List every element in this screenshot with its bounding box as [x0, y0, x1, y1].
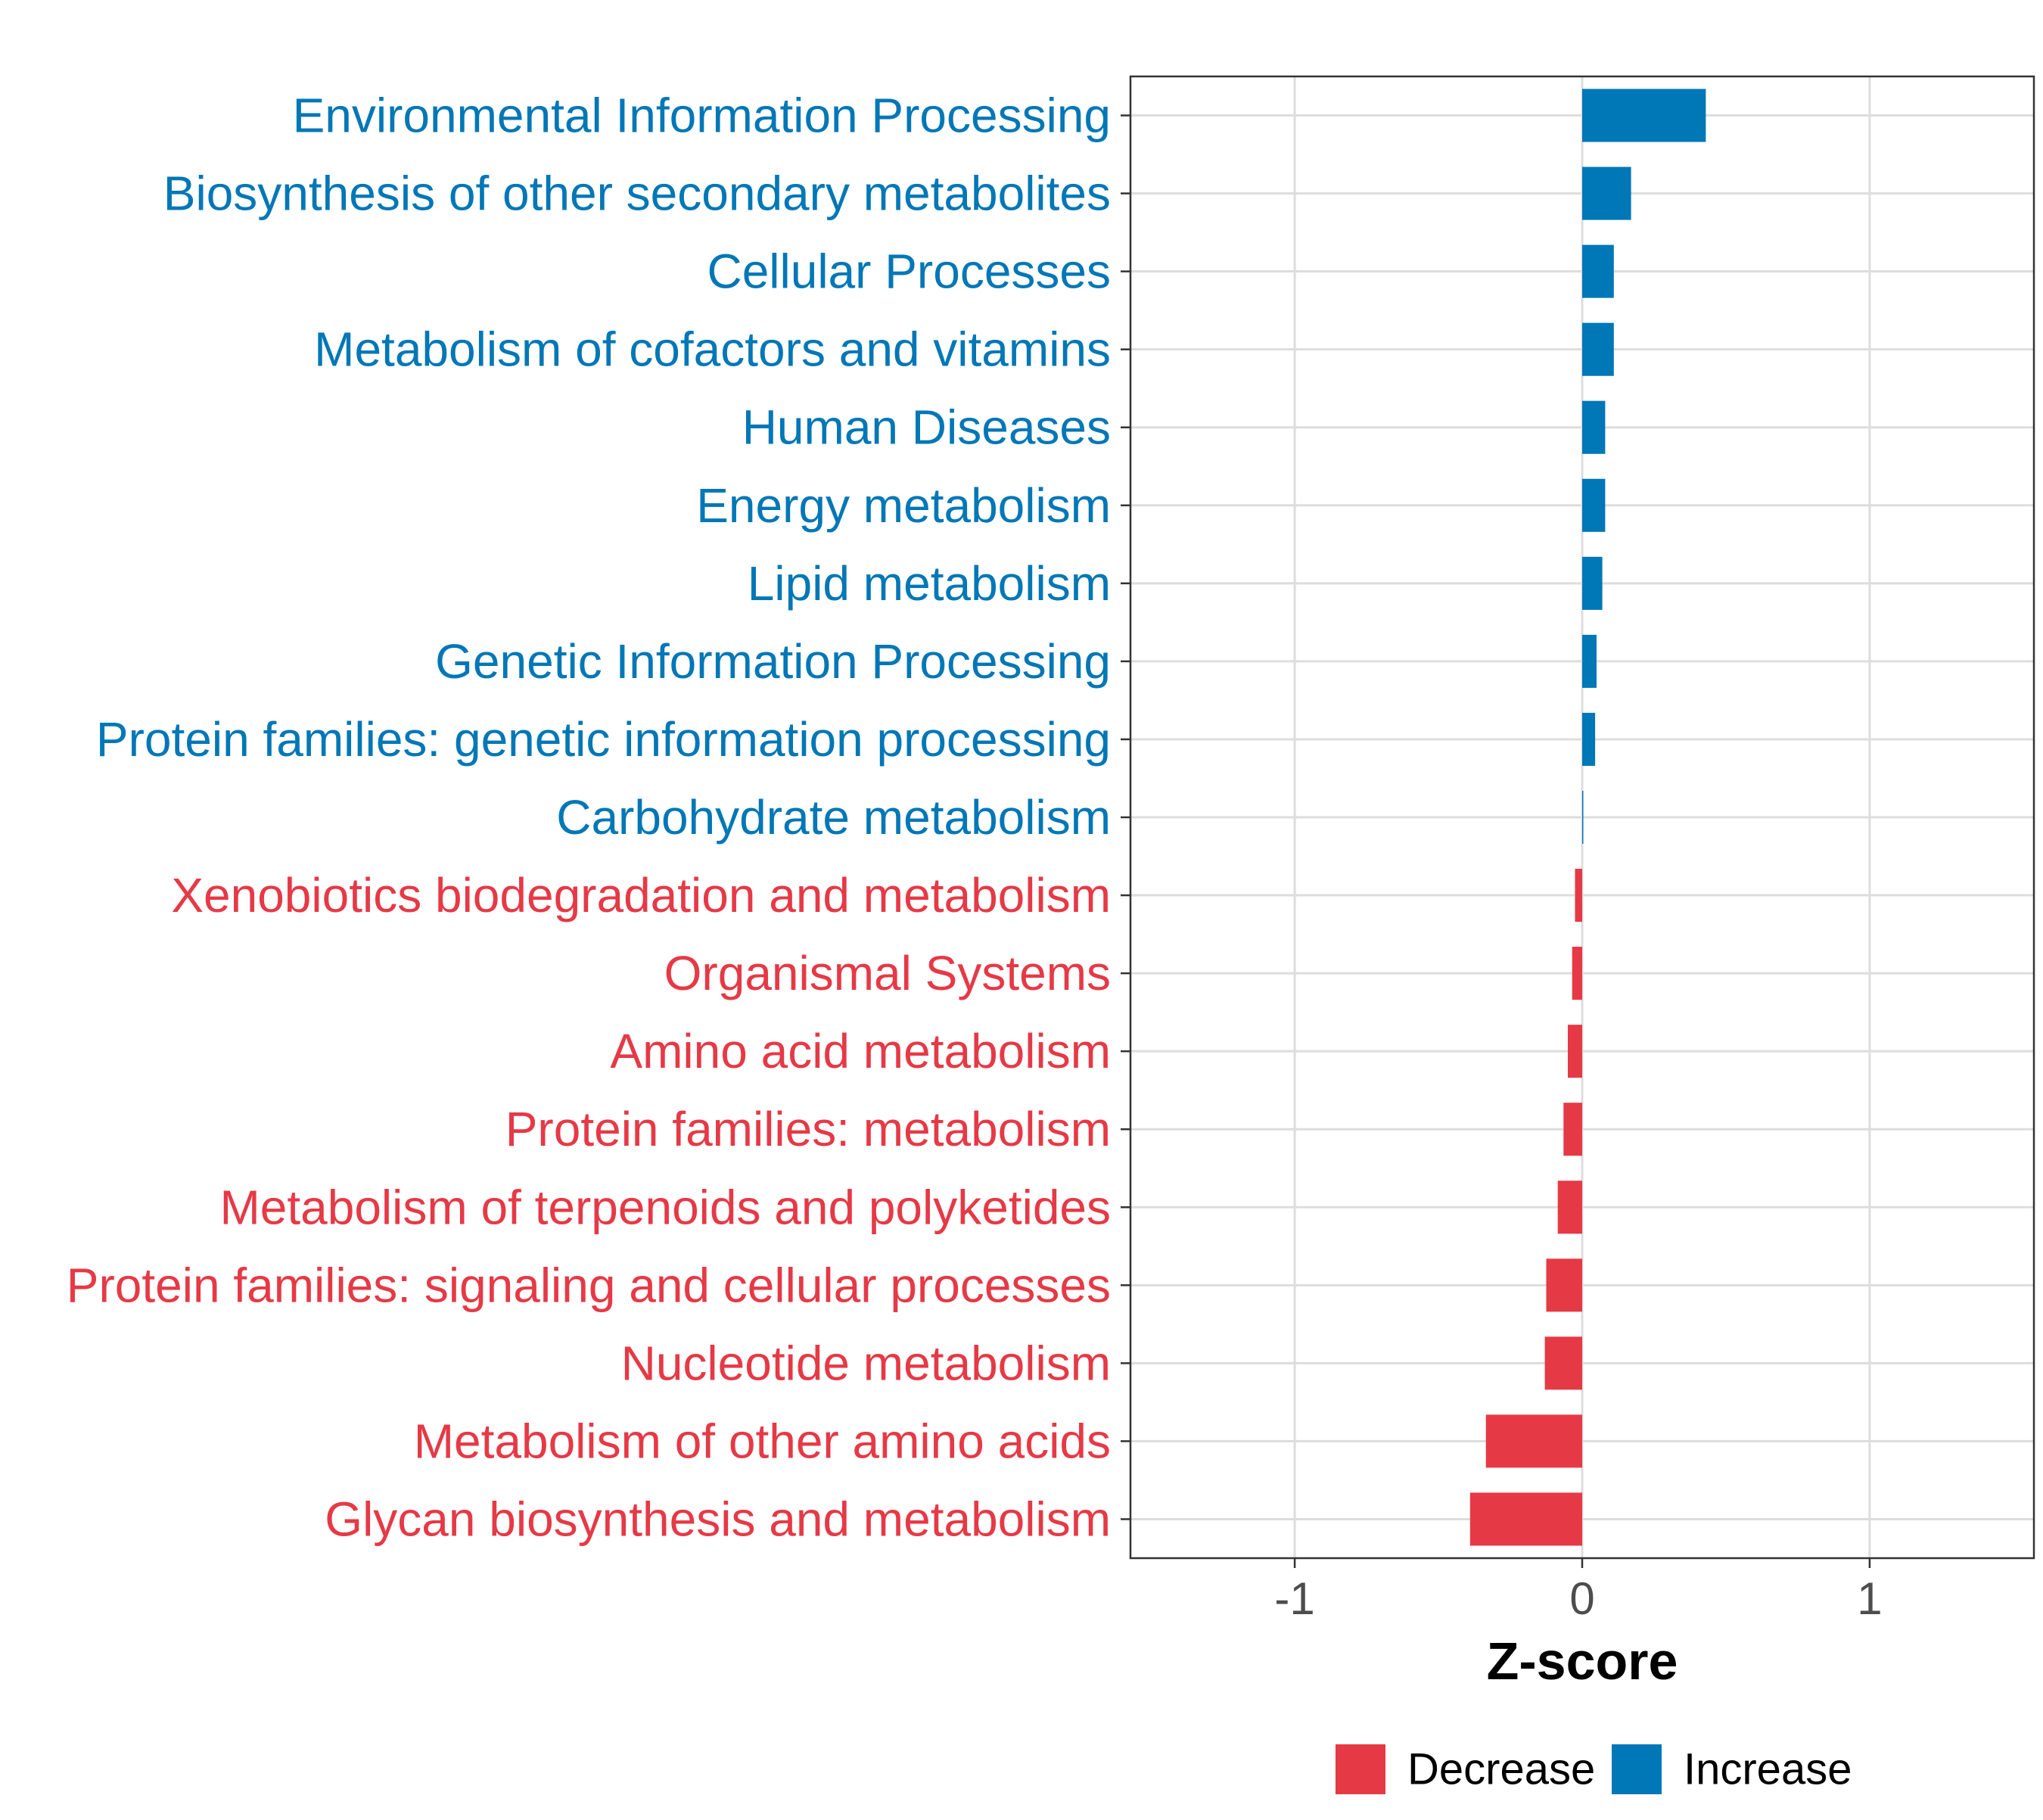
bar-12: [1568, 1025, 1582, 1078]
bar-3: [1582, 322, 1614, 376]
bar-1: [1582, 166, 1631, 220]
bar-14: [1557, 1181, 1582, 1234]
x-axis-title: Z-score: [1487, 1632, 1678, 1691]
bar-9: [1582, 790, 1584, 845]
y-axis-label-9: Carbohydrate metabolism: [556, 790, 1111, 845]
y-axis-label-12: Amino acid metabolism: [610, 1024, 1111, 1078]
bar-18: [1469, 1492, 1582, 1546]
x-tick-label-2: 1: [1857, 1573, 1882, 1624]
bar-10: [1575, 869, 1582, 922]
bar-6: [1582, 556, 1603, 610]
y-axis-label-16: Nucleotide metabolism: [621, 1336, 1111, 1390]
legend-label-decrease: Decrease: [1407, 1745, 1595, 1794]
y-axis-label-15: Protein families: signaling and cellular…: [67, 1258, 1111, 1312]
bar-11: [1572, 947, 1582, 1000]
x-axis: -1 0 1: [1274, 1558, 1883, 1624]
y-axis-label-3: Metabolism of cofactors and vitamins: [314, 322, 1111, 377]
bar-7: [1582, 634, 1597, 688]
bar-13: [1563, 1103, 1582, 1156]
y-axis-label-6: Lipid metabolism: [748, 556, 1111, 611]
legend-swatch-decrease: [1336, 1744, 1385, 1794]
legend: Decrease Increase: [1336, 1744, 1852, 1794]
y-axis-label-11: Organismal Systems: [664, 946, 1111, 1000]
y-axis-label-8: Protein families: genetic information pr…: [96, 712, 1111, 767]
bar-2: [1582, 244, 1614, 298]
y-axis-label-4: Human Diseases: [742, 400, 1111, 455]
bar-8: [1582, 712, 1596, 766]
legend-swatch-increase: [1612, 1744, 1662, 1794]
bar-5: [1582, 478, 1606, 532]
bar-15: [1546, 1258, 1582, 1312]
y-axis-label-5: Energy metabolism: [696, 478, 1111, 533]
x-tick-label-1: 0: [1569, 1573, 1594, 1624]
y-axis-label-14: Metabolism of terpenoids and polyketides: [219, 1180, 1111, 1234]
y-axis-label-13: Protein families: metabolism: [505, 1102, 1111, 1156]
legend-label-increase: Increase: [1684, 1745, 1852, 1794]
y-axis-label-2: Cellular Processes: [707, 244, 1111, 299]
bar-17: [1485, 1414, 1582, 1468]
bars: [1469, 89, 1706, 1546]
y-axis-label-17: Metabolism of other amino acids: [414, 1414, 1111, 1468]
y-axis-labels: Environmental Information Processing Bios…: [67, 89, 1111, 1547]
bar-4: [1582, 400, 1606, 454]
x-tick-label-0: -1: [1274, 1573, 1314, 1624]
y-axis-ticks: [1121, 114, 1130, 1520]
y-axis-label-1: Biosynthesis of other secondary metaboli…: [163, 166, 1111, 221]
bar-16: [1544, 1336, 1582, 1390]
bar-0: [1582, 89, 1706, 142]
y-axis-label-0: Environmental Information Processing: [293, 89, 1111, 143]
y-axis-label-7: Genetic Information Processing: [435, 634, 1111, 689]
y-axis-label-10: Xenobiotics biodegradation and metabolis…: [171, 868, 1111, 922]
y-axis-label-18: Glycan biosynthesis and metabolism: [325, 1492, 1111, 1546]
